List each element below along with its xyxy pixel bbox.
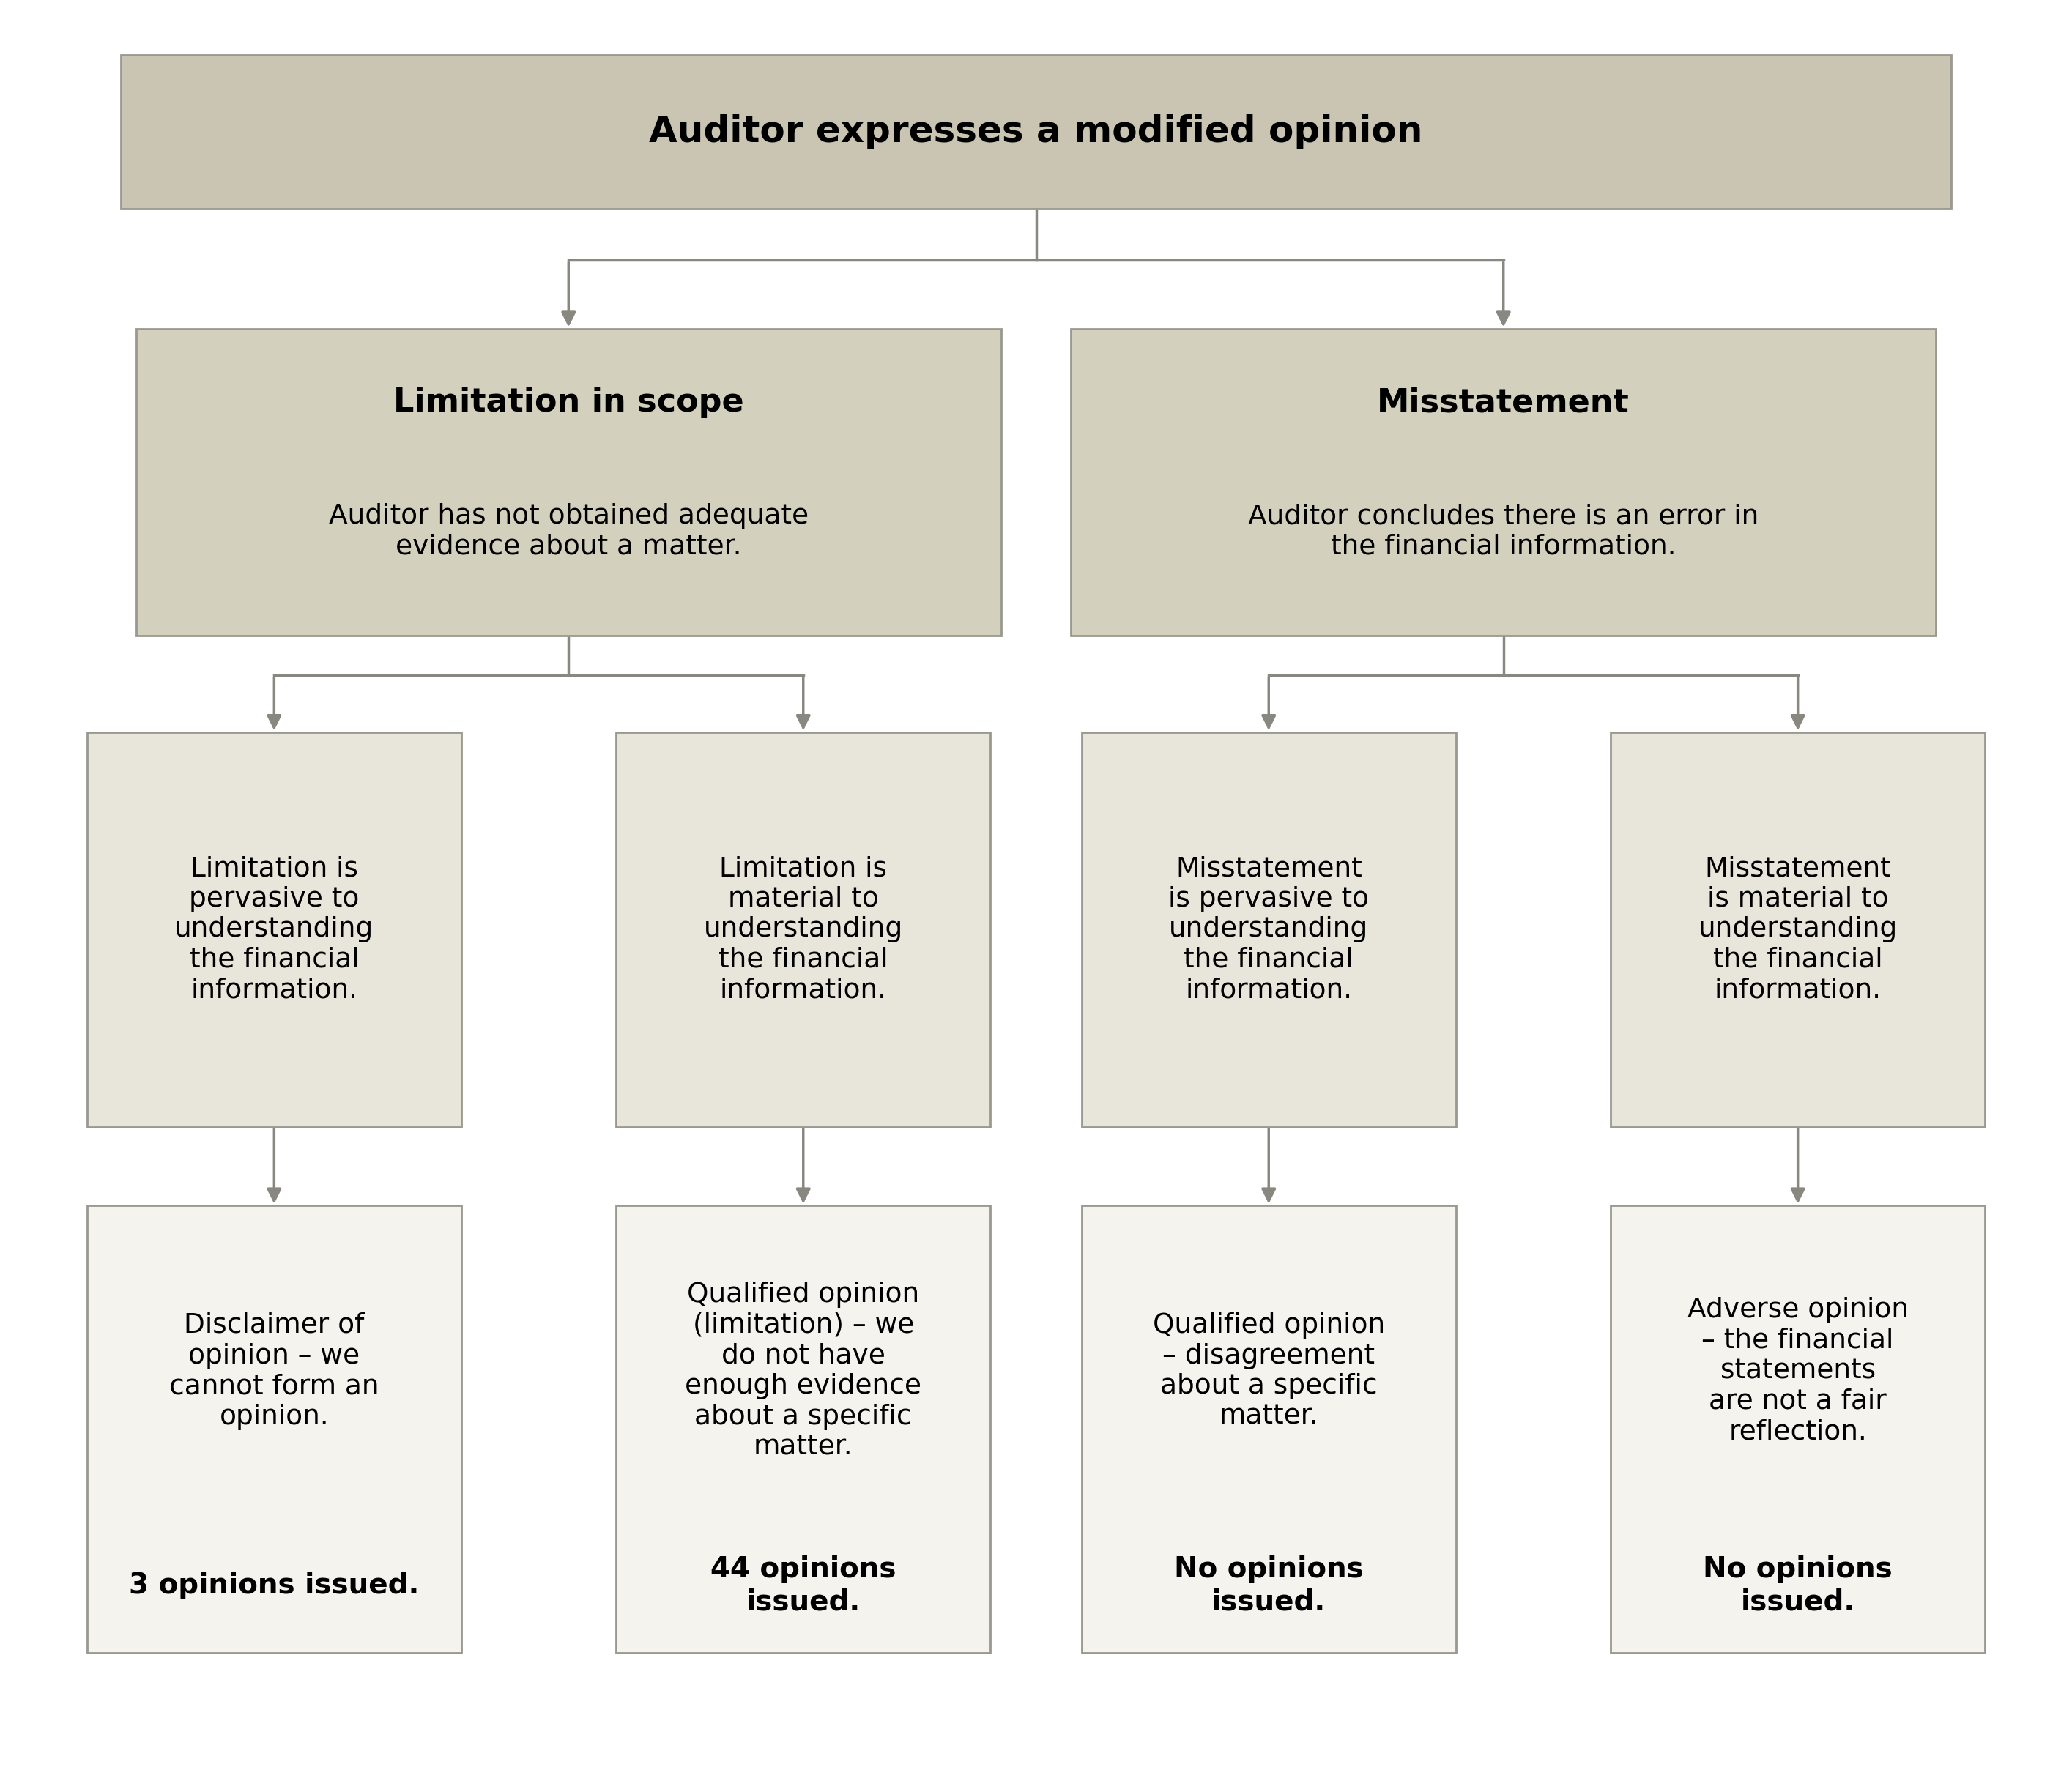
Text: 44 opinions
issued.: 44 opinions issued. [711, 1556, 895, 1615]
Text: Auditor has not obtained adequate
evidence about a matter.: Auditor has not obtained adequate eviden… [329, 503, 808, 560]
Text: No opinions
issued.: No opinions issued. [1175, 1556, 1363, 1615]
Bar [1071, 329, 1935, 635]
Text: Auditor concludes there is an error in
the financial information.: Auditor concludes there is an error in t… [1247, 503, 1759, 560]
Text: Limitation is
material to
understanding
the financial
information.: Limitation is material to understanding … [704, 855, 903, 1004]
Bar [137, 329, 1001, 635]
Text: 3 opinions issued.: 3 opinions issued. [128, 1573, 419, 1599]
Bar [1082, 1206, 1457, 1653]
Text: Auditor expresses a modified opinion: Auditor expresses a modified opinion [649, 114, 1423, 150]
Bar [615, 1206, 990, 1653]
Text: Misstatement: Misstatement [1378, 386, 1631, 419]
Bar [1082, 732, 1457, 1127]
Bar [1610, 1206, 1985, 1653]
Text: Adverse opinion
– the financial
statements
are not a fair
reflection.: Adverse opinion – the financial statemen… [1687, 1297, 1908, 1446]
Text: Limitation in scope: Limitation in scope [394, 386, 744, 419]
Bar [87, 732, 462, 1127]
Text: Limitation is
pervasive to
understanding
the financial
information.: Limitation is pervasive to understanding… [174, 855, 373, 1004]
Text: Disclaimer of
opinion – we
cannot form an
opinion.: Disclaimer of opinion – we cannot form a… [170, 1313, 379, 1429]
Text: Misstatement
is material to
understanding
the financial
information.: Misstatement is material to understandin… [1699, 855, 1898, 1004]
Bar [615, 732, 990, 1127]
Bar [120, 55, 1952, 209]
Text: Qualified opinion
(limitation) – we
do not have
enough evidence
about a specific: Qualified opinion (limitation) – we do n… [686, 1281, 922, 1460]
Text: No opinions
issued.: No opinions issued. [1703, 1556, 1892, 1615]
Text: Qualified opinion
– disagreement
about a specific
matter.: Qualified opinion – disagreement about a… [1152, 1313, 1384, 1429]
Bar [87, 1206, 462, 1653]
Text: Misstatement
is pervasive to
understanding
the financial
information.: Misstatement is pervasive to understandi… [1169, 855, 1370, 1004]
Bar [1610, 732, 1985, 1127]
